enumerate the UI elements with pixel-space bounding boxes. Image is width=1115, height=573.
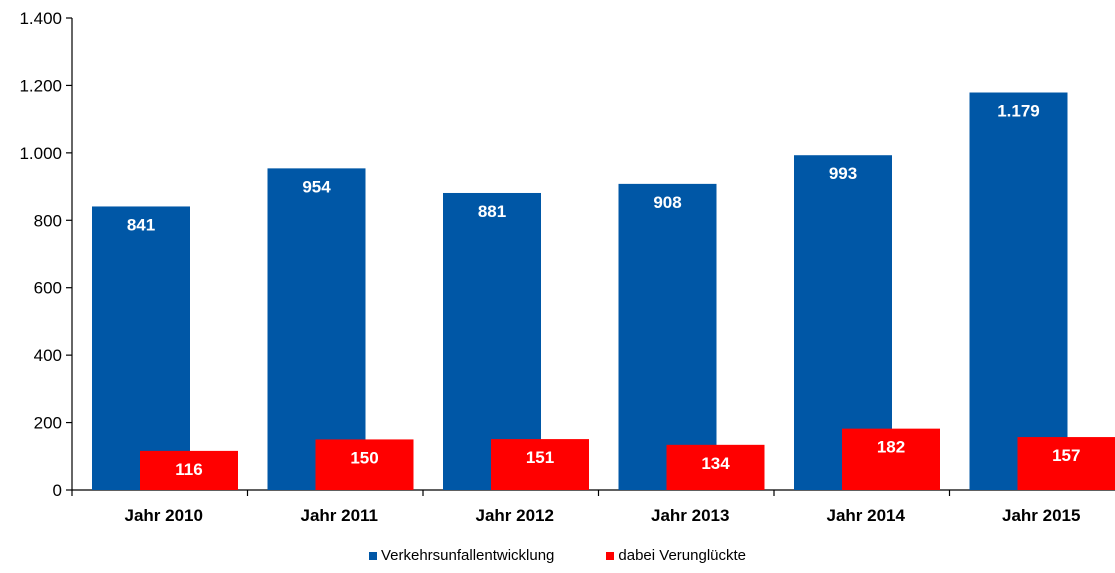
y-tick-label: 400 xyxy=(34,346,62,365)
x-axis: Jahr 2010 Jahr 2011 Jahr 2012 Jahr 2013 Jahr… xyxy=(71,489,1115,525)
data-label-series-1: 908 xyxy=(653,193,681,212)
data-label-series-1: 993 xyxy=(829,164,857,183)
bar-series-2 xyxy=(315,439,414,490)
data-label-series-1: 841 xyxy=(127,215,155,234)
legend-item-series-1: Verkehrsunfallentwicklung xyxy=(368,547,555,564)
y-tick-label: 200 xyxy=(34,414,62,433)
data-label-series-2: 116 xyxy=(175,460,202,479)
y-tick-label: 1.200 xyxy=(19,76,62,95)
x-tick-label: Jahr 2015 xyxy=(1002,506,1080,525)
y-tick-label: 800 xyxy=(34,211,62,230)
x-tick-label: Jahr 2013 xyxy=(651,506,729,525)
data-label-series-1: 1.179 xyxy=(997,102,1040,121)
bar-series-2 xyxy=(140,450,238,490)
bar-series-1 xyxy=(618,183,717,491)
x-tick-label: Jahr 2010 xyxy=(125,506,203,525)
legend: Verkehrsunfallentwicklung dabei Verunglü… xyxy=(0,547,1115,564)
y-tick-label: 0 xyxy=(53,481,62,500)
y-tick-label: 600 xyxy=(34,279,62,298)
data-label-series-2: 150 xyxy=(350,448,378,467)
bar-series-1 xyxy=(267,168,366,490)
bar-series-2 xyxy=(666,444,765,490)
x-tick-label: Jahr 2011 xyxy=(300,506,378,525)
y-axis: 0 200 400 600 800 1.000 1.200 1.400 xyxy=(19,9,73,500)
data-labels: 841 116 954 150 881 151 908 134 993 182 1.179 157 xyxy=(127,102,1081,479)
y-tick-label: 1.400 xyxy=(19,9,62,28)
legend-swatch-series-2 xyxy=(606,551,615,560)
bars xyxy=(92,92,1115,491)
bar-series-1 xyxy=(969,92,1068,490)
x-tick-label: Jahr 2012 xyxy=(476,506,554,525)
x-tick-label: Jahr 2014 xyxy=(827,506,906,525)
legend-item-series-2: dabei Verunglückte xyxy=(606,547,746,564)
y-tick-label: 1.000 xyxy=(19,144,62,163)
bar-series-1 xyxy=(92,206,190,490)
legend-label-series-2: dabei Verunglückte xyxy=(618,547,747,564)
data-label-series-1: 954 xyxy=(302,177,331,196)
legend-label-series-1: Verkehrsunfallentwicklung xyxy=(380,547,555,564)
data-label-series-2: 151 xyxy=(526,448,554,467)
data-label-series-1: 881 xyxy=(478,202,506,221)
bar-series-2 xyxy=(1017,437,1115,490)
data-label-series-2: 134 xyxy=(701,454,730,473)
data-label-series-2: 157 xyxy=(1052,446,1080,465)
bar-series-2 xyxy=(491,439,589,490)
bar-series-2 xyxy=(842,428,940,490)
data-label-series-2: 182 xyxy=(877,438,905,457)
legend-swatch-series-1 xyxy=(368,551,377,560)
